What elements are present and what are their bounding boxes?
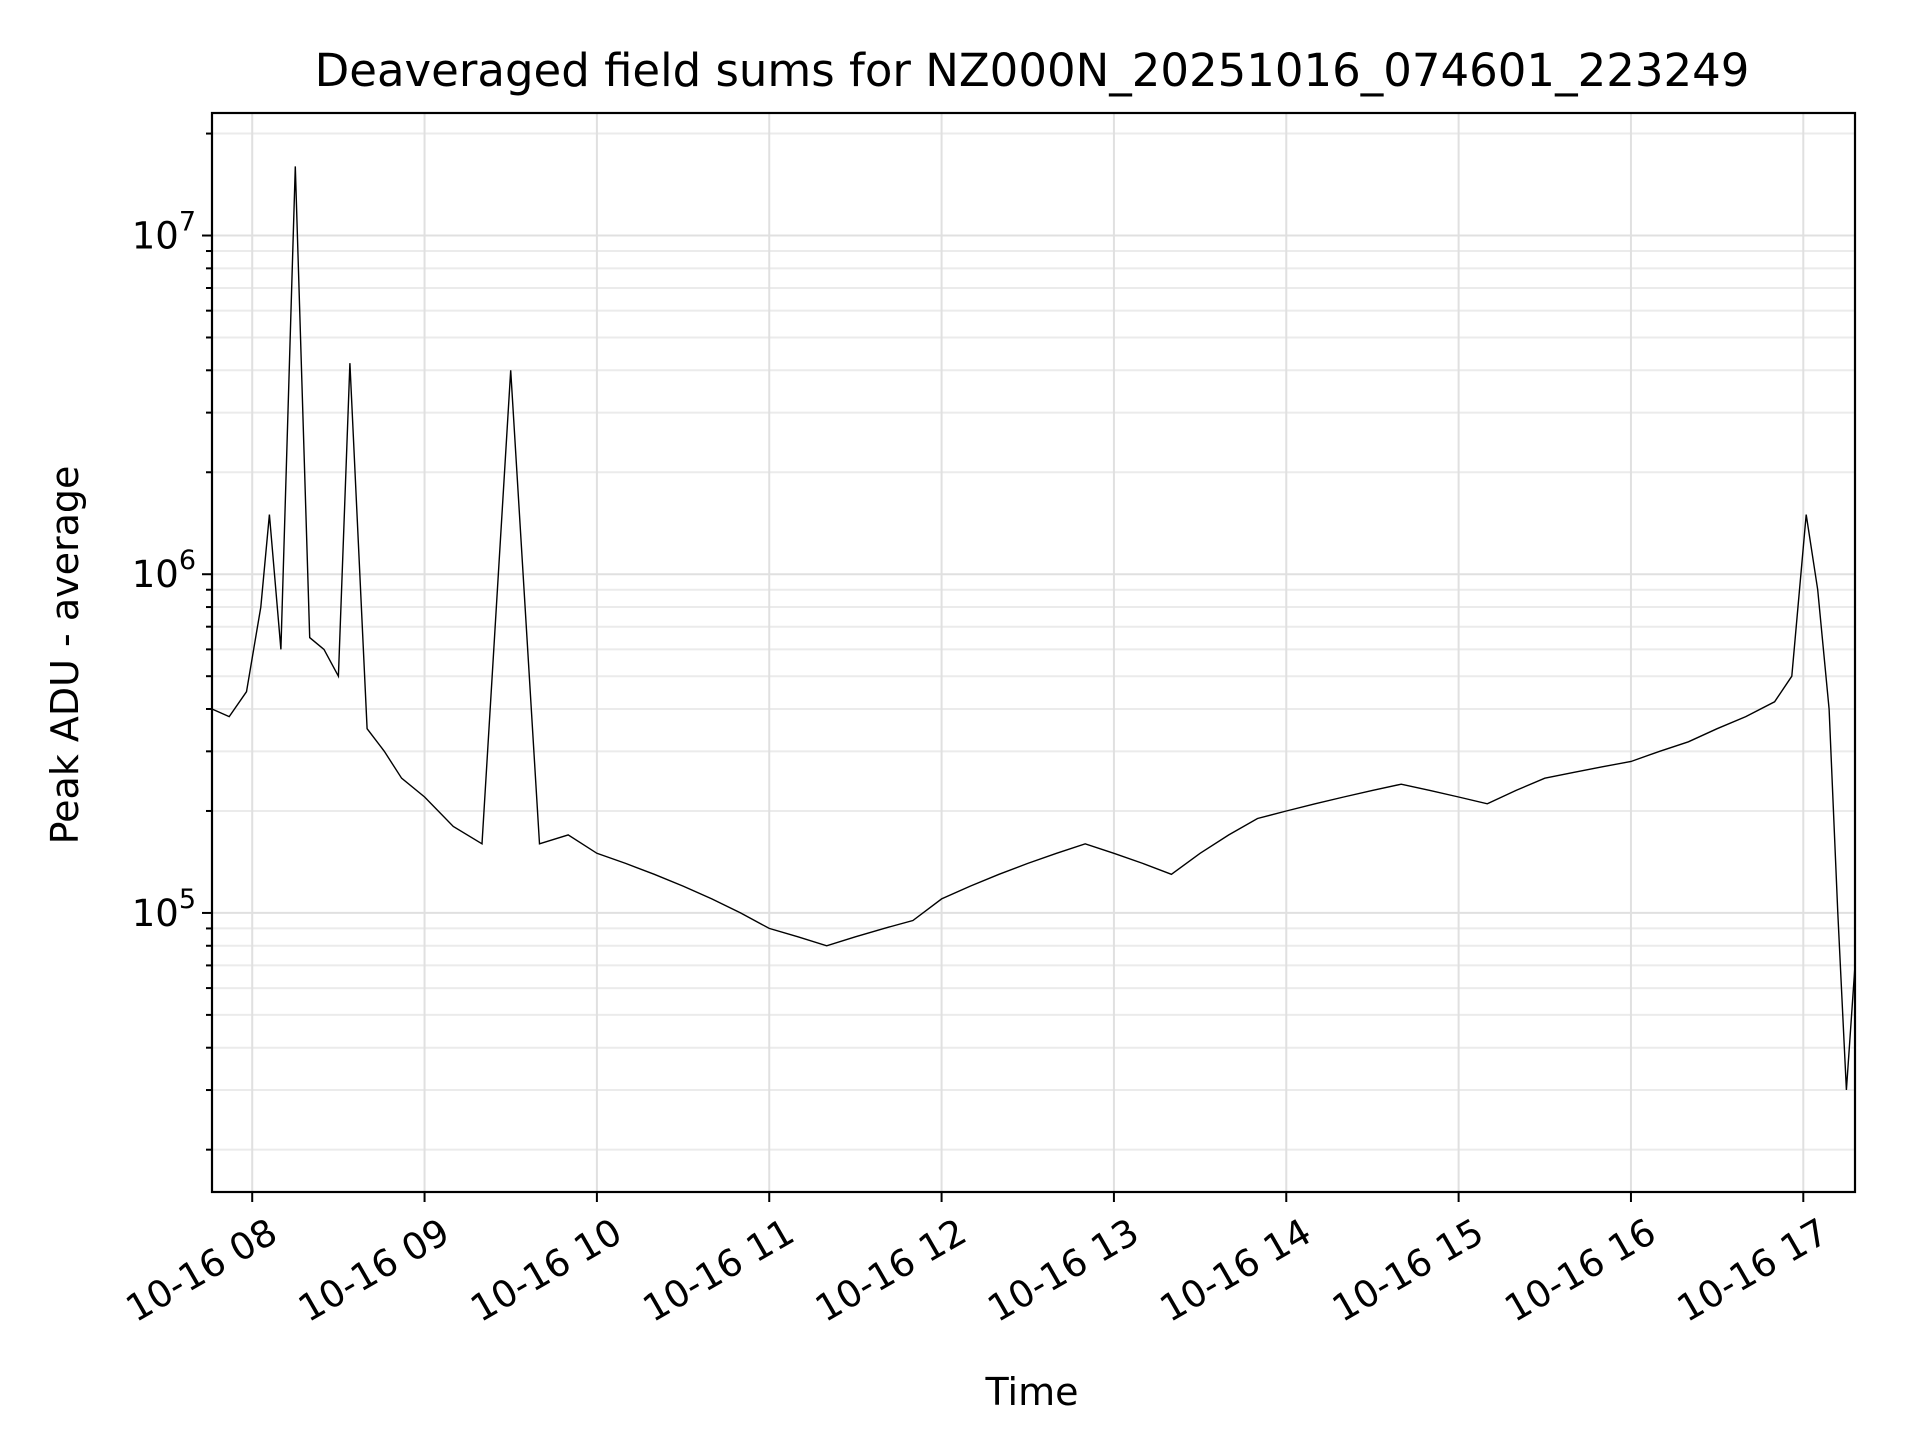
y-tick-label: 107 (132, 207, 196, 258)
grid (212, 113, 1855, 1192)
y-tick-label: 105 (132, 884, 196, 935)
x-axis-label: Time (985, 1370, 1079, 1414)
y-tick-label: 106 (132, 545, 196, 596)
y-axis: 105 106 107 (132, 132, 212, 1151)
plot-frame (210, 111, 1857, 1194)
chart-title: Deaveraged field sums for NZ000N_2025101… (315, 44, 1750, 97)
series-line (211, 166, 1856, 1091)
series-layer (211, 166, 1856, 1091)
y-axis-label: Peak ADU - average (43, 466, 87, 845)
